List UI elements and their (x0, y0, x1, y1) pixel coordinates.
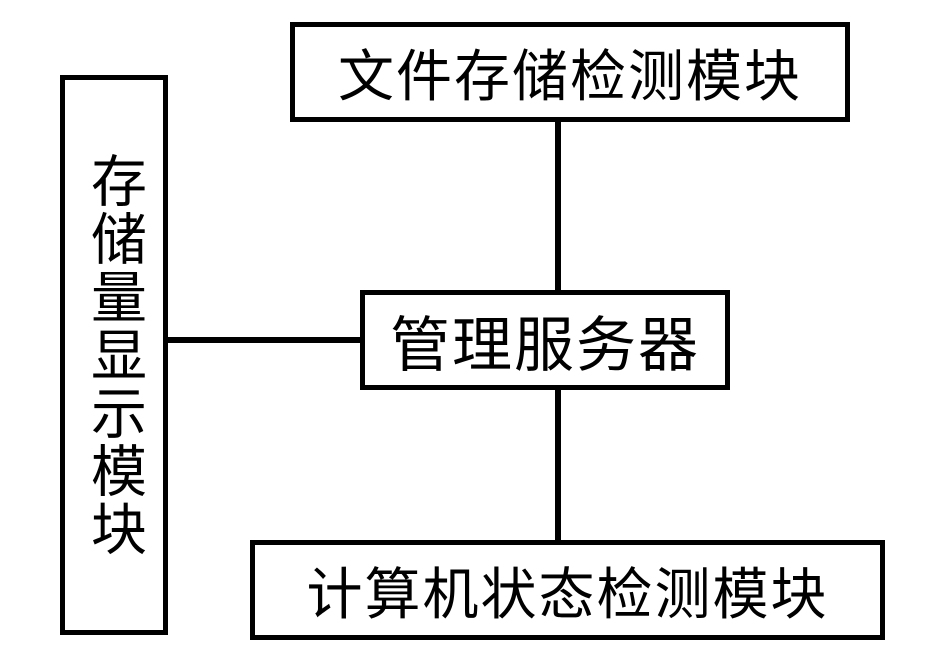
node-file-storage-detection-module: 文件存储检测模块 (290, 22, 850, 122)
node-label: 管理服务器 (390, 297, 700, 384)
node-management-server: 管理服务器 (360, 290, 730, 390)
edge-center-bottom (555, 390, 561, 540)
node-computer-status-detection-module: 计算机状态检测模块 (250, 540, 885, 640)
node-storage-display-module: 存储量显示模块 (60, 75, 168, 635)
node-label: 文件存储检测模块 (338, 32, 802, 113)
node-label: 存储量显示模块 (74, 152, 155, 558)
edge-top-center (555, 122, 561, 290)
edge-left-center (168, 337, 360, 343)
node-label: 计算机状态检测模块 (307, 550, 829, 631)
